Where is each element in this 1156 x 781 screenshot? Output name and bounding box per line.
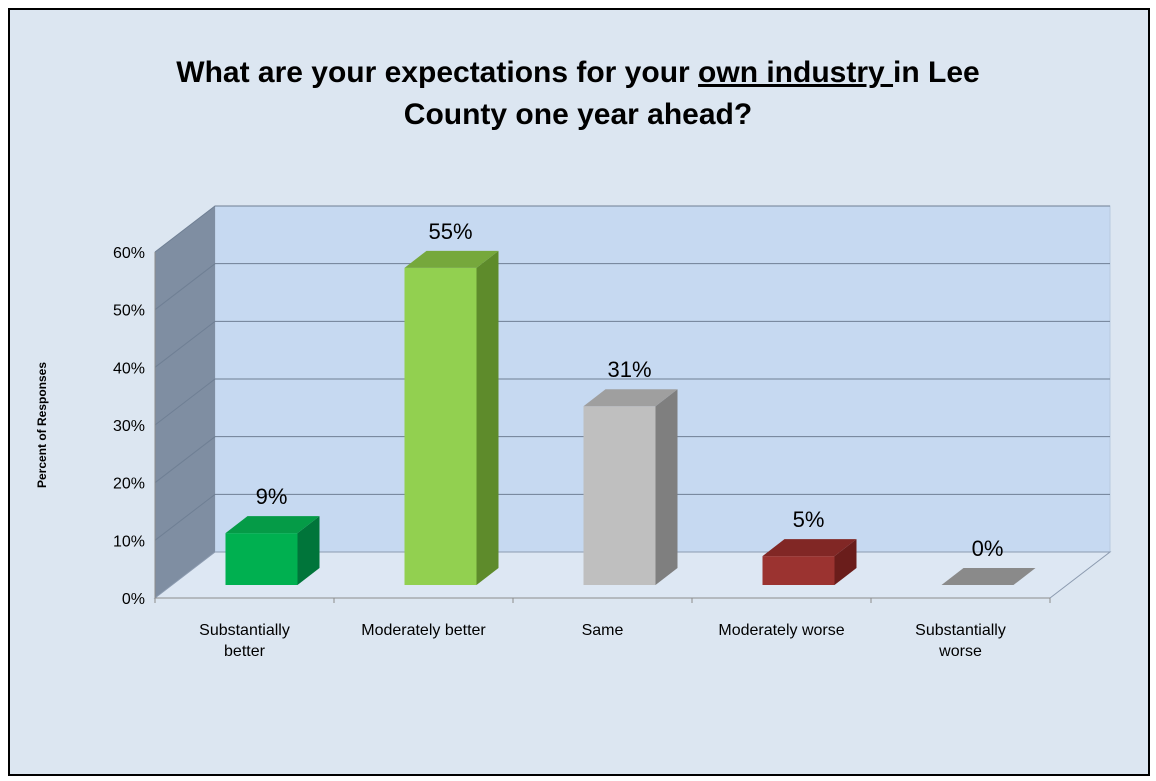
- data-label: 9%: [256, 484, 288, 509]
- bar: [583, 389, 678, 585]
- y-tick-label: 30%: [113, 418, 145, 435]
- bar-top: [404, 250, 499, 268]
- bar: [941, 568, 1036, 585]
- chart-title-part: County one year ahead?: [403, 98, 753, 131]
- bar-front: [583, 406, 656, 585]
- chart-title: What are your expectations for your own …: [0, 52, 1156, 136]
- labels: 0% 10% 20% 30% 40% 50% 60% 9% Substantially bette…: [113, 219, 1006, 660]
- bar-top: [941, 568, 1036, 585]
- bar-side: [297, 516, 320, 585]
- y-axis-label: Percent of Responses: [35, 362, 49, 488]
- bar-top: [225, 516, 320, 534]
- y-tick-label: 10%: [113, 533, 145, 550]
- gridline: [154, 320, 1110, 368]
- gridlines: [154, 205, 1110, 541]
- bar-front: [404, 267, 477, 585]
- bar-front: [762, 556, 835, 585]
- category-label: Same: [582, 622, 624, 639]
- bar-top: [762, 539, 857, 557]
- data-label: 0%: [972, 536, 1004, 561]
- y-tick-label: 60%: [113, 245, 145, 262]
- bar: [404, 250, 499, 586]
- y-tick-label: 50%: [113, 303, 145, 320]
- bar-side: [834, 539, 857, 585]
- gridline: [154, 493, 1110, 541]
- y-tick-label: 0%: [122, 591, 145, 608]
- category-label: Substantially: [915, 622, 1006, 639]
- chart-title-part: What are your expectations for your: [176, 56, 699, 89]
- y-tick-label: 20%: [113, 476, 145, 493]
- data-label: 5%: [793, 507, 825, 532]
- gridline: [154, 205, 1110, 253]
- bar: [762, 539, 857, 585]
- bar-side: [476, 250, 499, 586]
- bar-side: [655, 389, 678, 585]
- bar-front: [225, 533, 298, 585]
- bars: [225, 250, 1036, 586]
- bar-top: [583, 389, 678, 407]
- data-label: 31%: [607, 357, 651, 382]
- bar: [225, 516, 320, 585]
- y-tick-label: 40%: [113, 360, 145, 377]
- category-label: worse: [938, 643, 982, 660]
- gridline: [154, 378, 1110, 426]
- category-label: Moderately worse: [718, 622, 844, 639]
- chart-title-part: in Lee: [893, 56, 980, 89]
- data-label: 55%: [428, 219, 472, 244]
- axes: [154, 252, 1051, 603]
- gridline: [154, 436, 1110, 484]
- gridline: [154, 263, 1110, 311]
- category-label: better: [224, 643, 266, 660]
- category-label: Substantially: [199, 622, 290, 639]
- category-label: Moderately better: [361, 622, 486, 639]
- chart-title-underlined: own industry: [698, 56, 894, 89]
